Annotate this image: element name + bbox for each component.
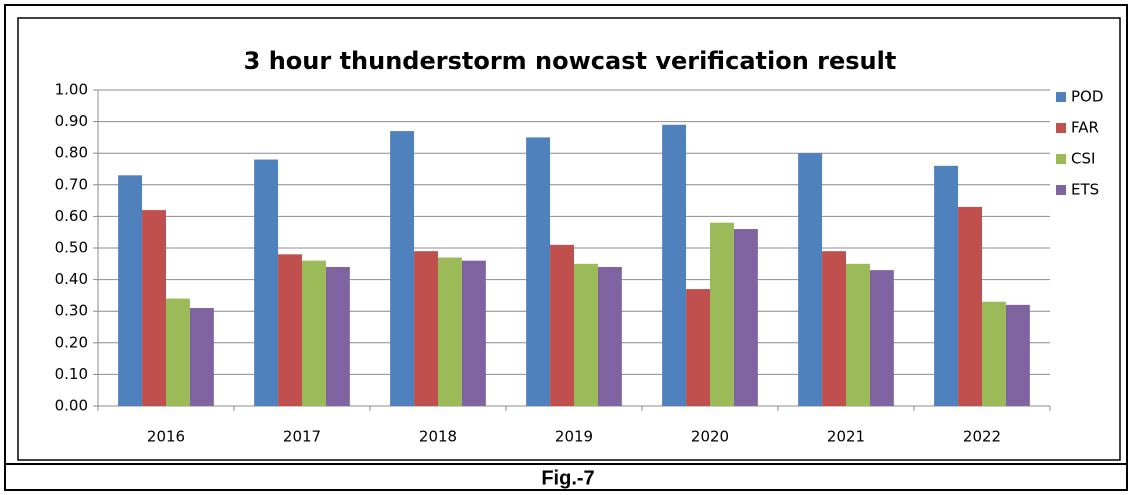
bar (822, 251, 846, 406)
legend-label: POD (1071, 88, 1103, 106)
y-tick-label: 0.10 (55, 365, 88, 383)
x-tick-label: 2020 (691, 428, 729, 446)
chart-title: 3 hour thunderstorm nowcast verification… (244, 47, 897, 75)
y-tick-label: 0.30 (55, 302, 88, 320)
x-tick-label: 2018 (419, 428, 457, 446)
bar (325, 266, 350, 406)
figure-label: Fig.-7 (541, 467, 594, 489)
bar (710, 222, 734, 406)
y-tick-label: 1.00 (55, 81, 88, 99)
y-tick-label: 0.80 (55, 144, 88, 162)
bar (461, 260, 486, 406)
legend-swatch (1056, 92, 1066, 102)
bar (934, 165, 959, 406)
x-tick-label: 2016 (147, 428, 185, 446)
legend-swatch (1056, 185, 1066, 195)
bar (662, 124, 687, 406)
bar (982, 301, 1006, 406)
bar (414, 251, 438, 406)
bar (798, 153, 823, 406)
y-tick-label: 0.00 (55, 397, 88, 415)
y-tick-label: 0.50 (55, 239, 88, 257)
bar (869, 270, 894, 406)
bar (278, 254, 302, 406)
y-tick-label: 0.20 (55, 333, 88, 351)
bar (526, 137, 551, 406)
bar (166, 298, 190, 406)
bar (189, 308, 214, 406)
bar (118, 175, 143, 406)
y-tick-label: 0.40 (55, 270, 88, 288)
legend-swatch (1056, 123, 1066, 133)
legend-label: ETS (1071, 181, 1099, 199)
bar (1005, 304, 1030, 406)
bar (438, 257, 462, 406)
y-tick-label: 0.70 (55, 175, 88, 193)
legend-label: CSI (1071, 150, 1095, 168)
bar (686, 289, 710, 406)
bar (574, 263, 598, 406)
bar (254, 159, 279, 406)
x-tick-label: 2021 (827, 428, 865, 446)
x-tick-label: 2019 (555, 428, 593, 446)
bar (550, 244, 574, 406)
bar (142, 210, 166, 406)
x-tick-label: 2022 (963, 428, 1001, 446)
y-tick-label: 0.60 (55, 207, 88, 225)
bar (733, 229, 758, 406)
legend-label: FAR (1071, 119, 1099, 137)
bar (597, 266, 622, 406)
bar (390, 131, 415, 406)
legend-swatch (1056, 154, 1066, 164)
x-tick-label: 2017 (283, 428, 321, 446)
y-tick-label: 0.90 (55, 112, 88, 130)
bar (846, 263, 870, 406)
bar (958, 206, 982, 406)
bar (302, 260, 326, 406)
